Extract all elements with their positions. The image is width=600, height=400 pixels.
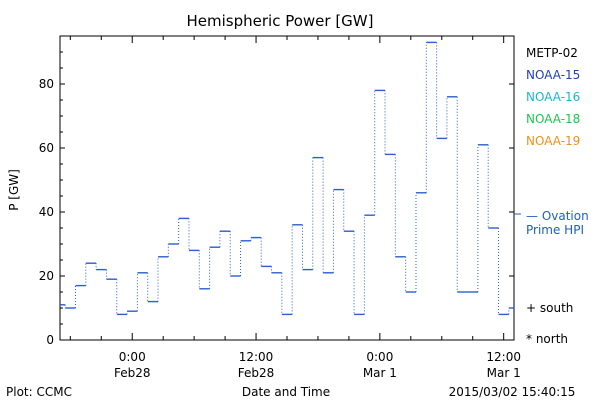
x-tick-label-date: Mar 1 xyxy=(363,366,397,380)
footer-timestamp: 2015/03/02 15:40:15 xyxy=(449,385,576,399)
y-axis-label: P [GW] xyxy=(7,169,21,211)
ovation-label-line2: Prime HPI xyxy=(526,223,584,237)
x-tick-label-time: 12:00 xyxy=(486,350,521,364)
x-tick-label-date: Mar 1 xyxy=(487,366,521,380)
x-tick-label-time: 0:00 xyxy=(119,350,146,364)
x-tick-label-date: Feb28 xyxy=(114,366,151,380)
x-tick-label-time: 12:00 xyxy=(239,350,274,364)
ovation-label-line1: — Ovation xyxy=(526,209,589,223)
north-marker-label: * north xyxy=(526,332,568,346)
y-tick-label: 40 xyxy=(39,205,54,219)
legend-entry: NOAA-15 xyxy=(526,68,580,82)
y-tick-label: 20 xyxy=(39,269,54,283)
y-tick-label: 0 xyxy=(46,333,54,347)
x-tick-label-time: 0:00 xyxy=(366,350,393,364)
legend-entry: METP-02 xyxy=(526,46,578,60)
y-axis: 0 20 40 60 80 xyxy=(39,35,514,347)
legend: METP-02 NOAA-15 NOAA-16 NOAA-18 NOAA-19 xyxy=(526,46,580,148)
footer-plot-credit: Plot: CCMC xyxy=(6,385,72,399)
series-layer xyxy=(60,41,514,316)
chart-title: Hemispheric Power [GW] xyxy=(187,12,374,30)
legend-entry: NOAA-19 xyxy=(526,134,580,148)
legend-entry: NOAA-18 xyxy=(526,112,580,126)
x-axis-label: Date and Time xyxy=(242,385,330,399)
legend-entry: NOAA-16 xyxy=(526,90,580,104)
plot-frame xyxy=(59,35,515,341)
y-tick-label: 80 xyxy=(39,77,54,91)
x-tick-label-date: Feb28 xyxy=(238,366,275,380)
y-tick-label: 60 xyxy=(39,141,54,155)
south-marker-label: + south xyxy=(526,301,573,315)
